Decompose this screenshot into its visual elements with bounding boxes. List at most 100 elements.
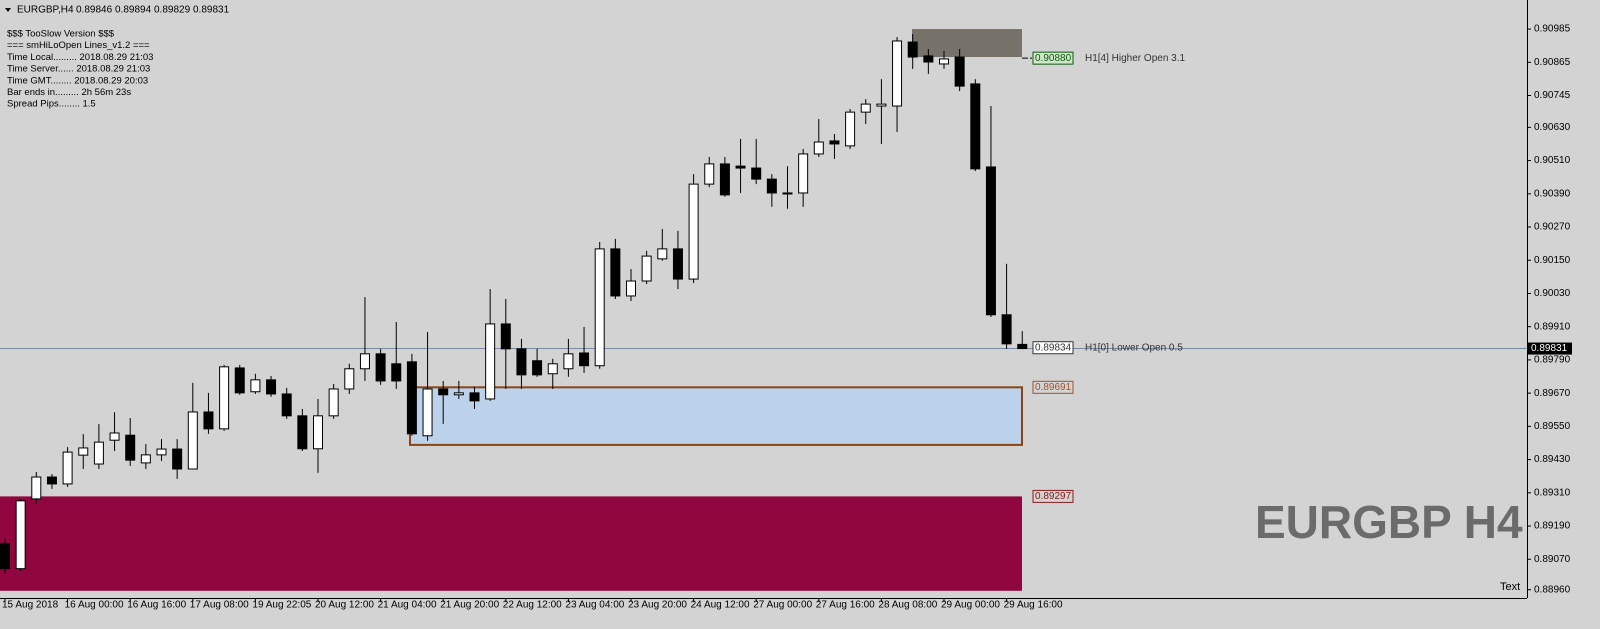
candle-body: [328, 388, 339, 417]
y-tick-label: 0.90510: [1534, 155, 1571, 166]
info-line: === smHiLoOpen Lines_v1.2 ===: [7, 40, 150, 51]
candle-body: [281, 393, 292, 417]
candle-body: [766, 178, 777, 194]
level-label-box: [1032, 341, 1074, 355]
candle-body: [970, 83, 981, 170]
candle-body: [156, 448, 167, 456]
y-tick-label: 0.90270: [1534, 222, 1571, 233]
candle-body: [297, 415, 308, 450]
candle-body: [751, 167, 762, 180]
info-line: Spread Pips........ 1.5: [7, 99, 96, 110]
info-line: Time GMT........ 2018.08.29 20:03: [7, 75, 148, 86]
y-tick-label: 0.89670: [1534, 388, 1571, 399]
candle-body: [813, 141, 824, 155]
candle-body: [266, 379, 277, 395]
candle-body: [782, 192, 793, 195]
x-tick-label: 20 Aug 12:00: [315, 600, 374, 611]
info-line: Bar ends in......... 2h 56m 23s: [7, 87, 131, 98]
y-tick-label: 0.90745: [1534, 90, 1571, 101]
x-tick-label: 27 Aug 00:00: [753, 600, 812, 611]
symbol: EURGBP,H4: [17, 5, 74, 16]
x-tick-label: 28 Aug 08:00: [878, 600, 937, 611]
level-label-box: [1032, 380, 1074, 394]
watermark: EURGBP H4: [1255, 496, 1523, 548]
candle-body: [125, 434, 136, 461]
candle-body: [219, 366, 230, 430]
y-tick-label: 0.89310: [1534, 487, 1571, 498]
candle-body: [93, 441, 104, 465]
zone: [409, 386, 1023, 446]
candle-body: [187, 411, 198, 470]
candle-body: [234, 367, 245, 394]
candle-body: [172, 448, 183, 470]
ohlc-value: 0.89829: [154, 5, 191, 16]
candle-body: [939, 58, 949, 65]
candle-body: [344, 368, 355, 390]
ohlc-value: 0.89831: [193, 5, 230, 16]
x-tick-label: 17 Aug 08:00: [190, 600, 249, 611]
menu-arrow[interactable]: [5, 8, 11, 12]
candle-body: [610, 248, 621, 297]
ohlc-value: 0.89894: [115, 5, 152, 16]
zone: [0, 496, 1022, 591]
candle-body: [704, 163, 715, 185]
y-tick-label: 0.90630: [1534, 122, 1571, 133]
y-tick-label: 0.90390: [1534, 188, 1571, 199]
x-tick-label: 15 Aug 2018: [2, 600, 59, 611]
y-tick-label: 0.90030: [1534, 288, 1571, 299]
level-label-box: [1032, 489, 1074, 503]
candle-body: [453, 392, 464, 396]
level-text: H1[4] Higher Open 3.1: [1085, 53, 1185, 64]
candle-body: [985, 166, 996, 316]
candle-body: [31, 476, 42, 500]
candle-body: [860, 103, 871, 113]
x-tick-label: 23 Aug 20:00: [628, 600, 687, 611]
level-label: 0.89297: [1035, 491, 1072, 502]
level-text: H1[0] Lower Open 0.5: [1085, 342, 1183, 353]
y-tick-label: 0.89430: [1534, 454, 1571, 465]
candle-body: [672, 248, 683, 280]
candle-body: [140, 454, 151, 464]
y-tick-label: 0.88960: [1534, 584, 1571, 595]
candle-body: [469, 392, 480, 402]
corner-text: Text: [1500, 581, 1520, 593]
candle-body: [547, 363, 558, 375]
candle-body: [0, 543, 10, 570]
candle-body: [641, 255, 652, 282]
y-tick-label: 0.89550: [1534, 421, 1571, 432]
candle-body: [923, 55, 934, 63]
candle-body: [203, 411, 214, 430]
bid-label: 0.89831: [1531, 343, 1568, 354]
candle-body: [954, 56, 965, 87]
candle-body: [15, 500, 26, 570]
x-tick-label: 23 Aug 04:00: [565, 600, 624, 611]
candle-body: [688, 183, 699, 280]
x-tick-label: 24 Aug 12:00: [691, 600, 750, 611]
y-tick-label: 0.89790: [1534, 355, 1571, 366]
candle-body: [250, 379, 261, 393]
x-tick-label: 21 Aug 04:00: [378, 600, 437, 611]
candle-body: [485, 323, 496, 400]
plot-area: [0, 29, 1527, 591]
candle-body: [719, 163, 730, 196]
candle-body: [438, 388, 449, 396]
x-tick-label: 29 Aug 00:00: [941, 600, 1000, 611]
candle-body: [876, 103, 887, 107]
level-label: 0.90880: [1035, 53, 1072, 64]
candle-body: [500, 323, 511, 350]
info-line: Time Local......... 2018.08.29 21:03: [7, 52, 153, 63]
candle-body: [579, 352, 590, 367]
y-tick-label: 0.90985: [1534, 24, 1571, 35]
candle-body: [657, 248, 668, 260]
candle-body: [359, 353, 370, 370]
candle-body: [109, 432, 120, 441]
candle-body: [1001, 314, 1012, 345]
zone: [912, 29, 1022, 58]
candle-body: [563, 353, 574, 370]
candle-body: [829, 140, 840, 145]
info-line: $$$ TooSlow Version $$$: [7, 29, 115, 40]
y-tick-label: 0.89910: [1534, 321, 1571, 332]
x-tick-label: 16 Aug 16:00: [127, 600, 186, 611]
